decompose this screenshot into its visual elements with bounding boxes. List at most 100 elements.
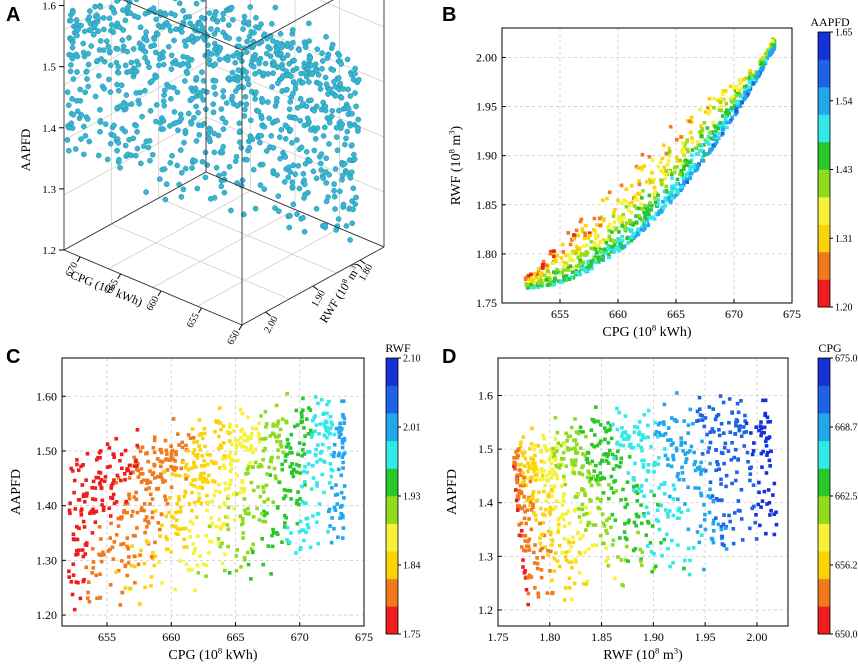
panel-d-point (539, 449, 543, 454)
panel-c-point (231, 458, 236, 463)
panel-d-point (569, 425, 574, 430)
panel-c-point (293, 424, 297, 429)
panel-d-point (689, 444, 694, 449)
panel-d-point (559, 515, 564, 519)
panel-c-point (243, 557, 247, 562)
panel-d-point (522, 464, 527, 468)
panel-c-point (306, 525, 311, 530)
panel-d-point (736, 410, 741, 415)
panel-b-point (561, 268, 566, 273)
panel-d-point (607, 483, 611, 487)
panel-b-point (548, 278, 553, 283)
panel-c-colorbar-segment (386, 551, 398, 580)
panel-d-point (671, 457, 676, 462)
panel-d-point (590, 543, 595, 548)
panel-d-point (714, 414, 719, 419)
panel-b-point (622, 198, 627, 203)
panel-a-point (219, 115, 226, 122)
panel-c-point (224, 515, 228, 519)
panel-c-point (311, 514, 315, 518)
panel-c-point (177, 473, 182, 478)
panel-d-point (625, 502, 630, 507)
panel-c-point (153, 540, 157, 545)
panel-d-point (577, 470, 582, 475)
panel-c-point (333, 508, 338, 512)
panel-b-point (744, 76, 748, 81)
panel-d-point (686, 423, 691, 427)
panel-d-point (658, 433, 663, 437)
panel-d-point (735, 401, 740, 406)
panel-d-point (693, 486, 698, 490)
panel-c-point (340, 441, 345, 445)
panel-d-point (714, 496, 719, 501)
panel-a-point (250, 166, 257, 173)
panel-d-point (550, 487, 554, 492)
panel-d-point (707, 405, 712, 409)
panel-c-point (195, 455, 200, 460)
panel-b-point (662, 171, 667, 176)
panel-a-point (303, 103, 310, 110)
panel-d-point (702, 424, 707, 429)
panel-a-point (351, 156, 358, 163)
panel-d-point (718, 394, 723, 398)
panel-b-point (720, 114, 725, 118)
panel-c-point (80, 548, 85, 552)
panel-a-point (301, 228, 308, 235)
panel-d-point (666, 463, 670, 467)
panel-b-point (689, 164, 694, 169)
panel-c-point (304, 530, 308, 535)
panel-b-point (572, 233, 576, 237)
panel-a-point (95, 15, 101, 22)
panel-a-point (74, 108, 81, 115)
panel-d-point (646, 469, 651, 474)
panel-a-point (133, 0, 140, 3)
panel-c-point (91, 511, 96, 515)
panel-d-point (620, 431, 625, 436)
panel-b-point (675, 177, 680, 182)
panel-d-point (730, 440, 734, 445)
panel-b-point (680, 172, 685, 177)
panel-b-point (686, 149, 690, 154)
panel-d-point (705, 432, 709, 437)
panel-d-point (553, 551, 558, 555)
panel-b-point (576, 233, 581, 238)
panel-d-point (583, 493, 588, 498)
panel-c-point (207, 550, 211, 555)
panel-a-point (329, 41, 336, 48)
panel-a-point (214, 18, 221, 25)
panel-b-point (636, 206, 641, 211)
panel-c-point (147, 486, 151, 490)
panel-a-point (347, 93, 354, 99)
panel-b-point (589, 240, 594, 244)
panel-a-point (323, 33, 329, 40)
panel-d-point (751, 483, 756, 487)
panel-d-point (772, 532, 777, 537)
panel-d-point (570, 462, 574, 466)
panel-c-point (150, 510, 155, 515)
panel-c-point (339, 490, 344, 495)
panel-b-point (564, 267, 568, 272)
panel-d-point (553, 505, 558, 509)
panel-b-point (629, 238, 634, 243)
panel-c-point (120, 590, 125, 595)
panel-d-point (728, 519, 733, 524)
panel-a-point (162, 196, 169, 203)
panel-c-point (329, 420, 334, 425)
panel-a-gridline (108, 190, 251, 270)
panel-d-point (554, 472, 559, 477)
panel-c-point (239, 486, 243, 491)
panel-c-point (173, 587, 178, 592)
panel-b-point (544, 277, 549, 282)
panel-c-point (262, 513, 267, 518)
panel-c-point (91, 507, 95, 512)
panel-a-vertical-tick-label: 1.4 (42, 123, 56, 135)
panel-c-point (192, 548, 197, 553)
panel-c-point (273, 434, 278, 439)
panel-c-point (229, 478, 233, 483)
panel-c-point (276, 455, 280, 460)
panel-a-point (154, 31, 161, 38)
panel-d-point (633, 461, 637, 466)
panel-c-point (202, 426, 207, 431)
panel-d-point (515, 480, 519, 485)
panel-c-point (275, 532, 280, 537)
